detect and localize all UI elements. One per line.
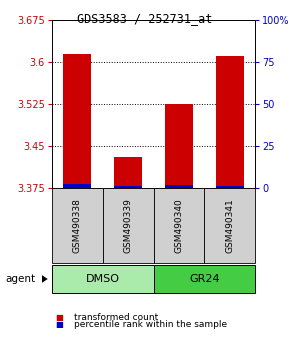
Text: ■: ■ xyxy=(55,313,63,322)
Text: transformed count: transformed count xyxy=(74,313,158,322)
Bar xyxy=(216,186,244,188)
Bar xyxy=(64,184,91,188)
Polygon shape xyxy=(42,275,48,283)
Bar xyxy=(216,56,244,188)
Text: GDS3583 / 252731_at: GDS3583 / 252731_at xyxy=(77,12,213,25)
Text: ■: ■ xyxy=(55,320,63,329)
Bar xyxy=(114,186,142,188)
Text: percentile rank within the sample: percentile rank within the sample xyxy=(74,320,227,329)
Bar xyxy=(165,104,193,188)
Text: DMSO: DMSO xyxy=(86,274,120,284)
Bar xyxy=(64,53,91,188)
Text: agent: agent xyxy=(5,274,35,284)
Bar xyxy=(114,157,142,188)
Text: GSM490341: GSM490341 xyxy=(225,198,234,253)
Text: GSM490339: GSM490339 xyxy=(124,198,133,253)
Text: GSM490340: GSM490340 xyxy=(174,198,183,253)
Text: GR24: GR24 xyxy=(189,274,220,284)
Text: GSM490338: GSM490338 xyxy=(73,198,82,253)
Bar xyxy=(165,185,193,188)
